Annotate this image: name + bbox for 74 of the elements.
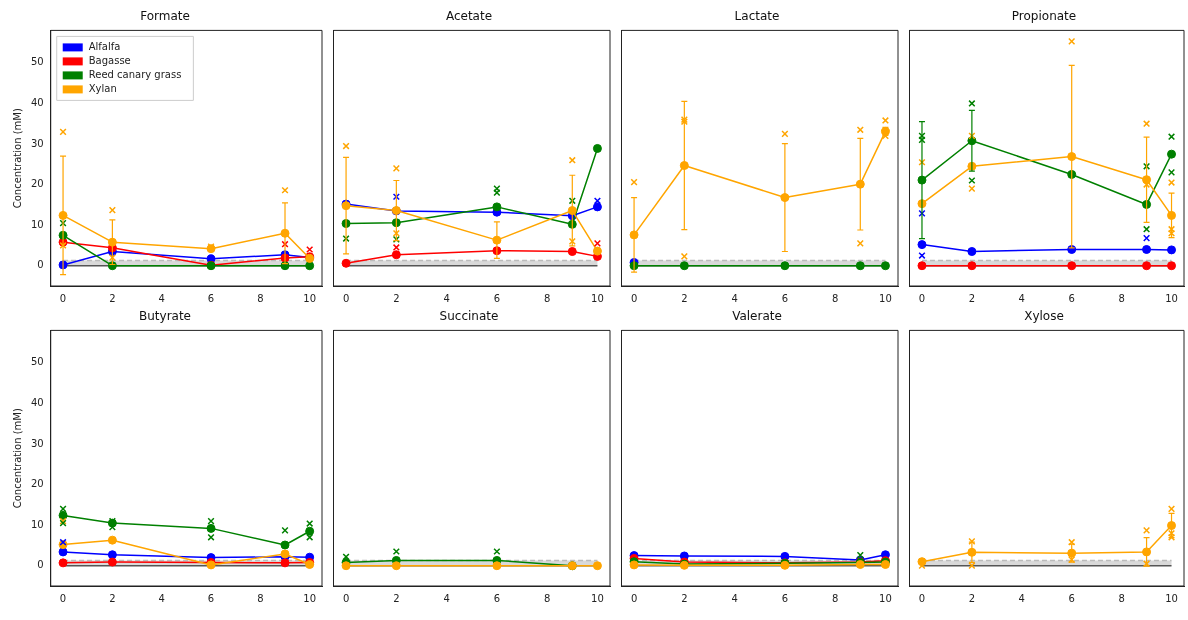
x-tick-label: 0 [342,292,350,304]
x-tick-label: 8 [831,592,839,604]
chart-title: Xylose [1024,309,1064,324]
y-tick-label: 50 [30,356,44,368]
x-tick-label: 8 [543,592,551,604]
y-tick-label: 50 [30,56,44,68]
x-tick-label: 4 [731,292,738,304]
x-tick-label: 10 [879,292,892,304]
x-tick-label: 10 [1165,292,1178,304]
x-tick-label: 2 [109,292,116,304]
x-tick-label: 4 [443,592,450,604]
y-tick-label: 20 [30,178,44,190]
x-tick-label: 4 [158,592,165,604]
x-tick-label: 2 [681,592,688,604]
x-tick-label: 4 [1018,292,1025,304]
x-tick-label: 4 [443,292,450,304]
x-tick-label: 2 [393,592,400,604]
x-tick-label: 6 [1068,592,1075,604]
y-tick-label: 30 [30,137,44,149]
x-tick-label: 0 [918,292,926,304]
x-tick-label: 0 [342,592,350,604]
chart-title: Succinate [439,309,499,324]
chart-title: Propionate [1011,9,1077,24]
x-tick-label: 0 [59,592,67,604]
x-tick-label: 6 [781,292,789,304]
x-tick-label: 0 [918,592,926,604]
legend-label: Bagasse [88,54,131,66]
y-tick-label: 40 [30,397,44,409]
x-tick-label: 6 [207,292,215,304]
x-tick-label: 8 [543,292,551,304]
legend-label: Xylan [88,82,117,94]
chart-title: Valerate [732,309,782,324]
chart-title: Lactate [734,9,780,24]
x-tick-label: 4 [158,292,165,304]
x-tick-label: 8 [1118,292,1125,304]
x-tick-label: 8 [831,292,839,304]
y-tick-label: 40 [30,97,44,109]
x-tick-label: 10 [303,292,317,304]
legend-label: Alfalfa [88,40,121,52]
chart-title: Acetate [445,9,493,24]
y-tick-label: 0 [37,259,44,271]
x-tick-label: 2 [968,292,976,304]
x-tick-label: 2 [681,292,688,304]
x-tick-label: 8 [257,292,264,304]
x-tick-label: 4 [731,592,738,604]
x-tick-label: 0 [59,292,67,304]
x-tick-label: 2 [968,592,976,604]
x-tick-label: 10 [879,592,892,604]
x-tick-label: 10 [1165,592,1178,604]
x-tick-label: 6 [1068,292,1075,304]
x-tick-label: 6 [493,592,501,604]
y-axis-title: Concentration (mM) [11,408,23,509]
x-tick-label: 0 [630,592,638,604]
x-tick-label: 4 [1018,592,1025,604]
chart-title: Formate [140,9,190,24]
x-tick-label: 10 [591,292,604,304]
x-tick-label: 8 [257,592,264,604]
y-tick-label: 0 [37,559,44,571]
y-axis-title: Concentration (mM) [11,108,23,209]
x-tick-label: 6 [781,592,789,604]
y-tick-label: 30 [30,437,44,449]
x-tick-label: 8 [1118,592,1125,604]
x-tick-label: 10 [303,592,317,604]
x-tick-label: 2 [393,292,400,304]
y-tick-label: 20 [30,478,44,490]
chart-title: Butyrate [138,309,192,324]
y-tick-label: 10 [30,218,44,230]
x-tick-label: 6 [493,292,501,304]
legend-label: Reed canary grass [88,68,182,80]
x-tick-label: 0 [630,292,638,304]
x-tick-label: 10 [591,592,604,604]
y-tick-label: 10 [30,518,44,530]
x-tick-label: 6 [207,592,215,604]
x-tick-label: 2 [109,592,116,604]
